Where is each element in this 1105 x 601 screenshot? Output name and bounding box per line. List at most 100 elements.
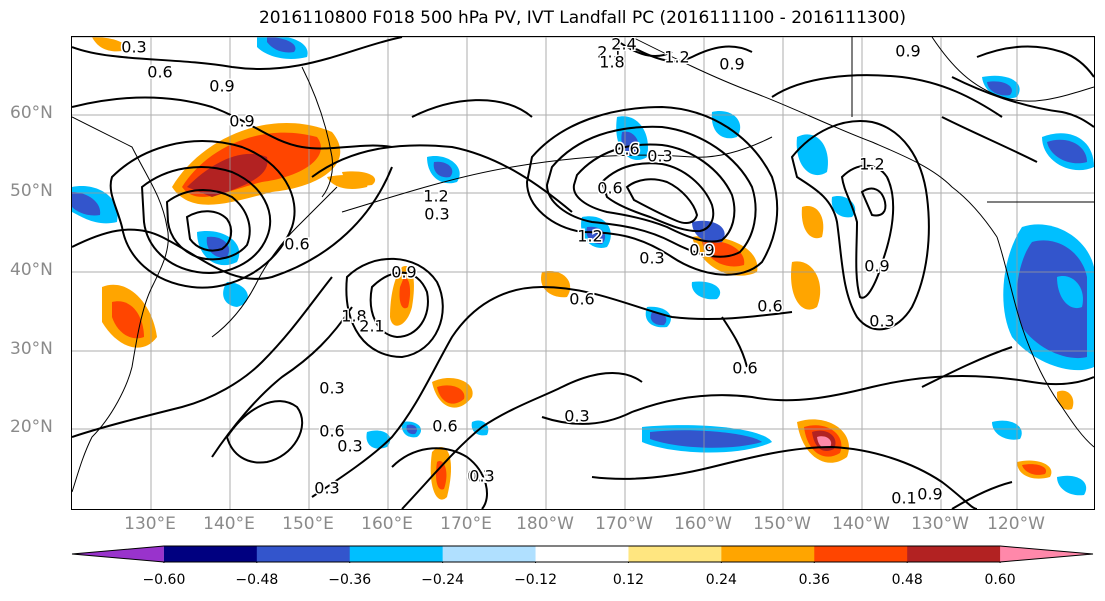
latitude-label: 40°N bbox=[10, 260, 53, 280]
longitude-label: 180°W bbox=[516, 514, 574, 534]
contour-line bbox=[545, 125, 757, 258]
contour-line bbox=[345, 257, 444, 359]
contour-line bbox=[225, 400, 304, 464]
contour-line bbox=[840, 164, 895, 299]
coastline-asia bbox=[72, 116, 169, 493]
contour-line bbox=[951, 481, 1013, 509]
fill-patch bbox=[992, 420, 1022, 440]
colorbar-segment bbox=[628, 546, 722, 562]
contour-label: 0.3 bbox=[469, 467, 494, 486]
colorbar-segment bbox=[349, 546, 444, 562]
coastline-kamchatka bbox=[301, 66, 333, 198]
contour-label: 0.6 bbox=[597, 179, 622, 198]
colorbar-segment bbox=[256, 546, 351, 562]
contour-line bbox=[976, 45, 1094, 78]
contour-line bbox=[185, 210, 233, 252]
contour-line bbox=[391, 447, 488, 509]
fill-patch bbox=[796, 134, 828, 176]
map-title: 2016110800 F018 500 hPa PV, IVT Landfall… bbox=[258, 8, 906, 28]
latitude-label: 50°N bbox=[10, 181, 53, 201]
map-panel: 0.3 0.6 0.9 0.9 2.1 2.4 1.8 1.2 0.9 0.9 0.6 0.3 0.3 0… bbox=[71, 36, 1095, 510]
contour-label: 0.3 bbox=[424, 205, 449, 224]
longitude-label: 130°E bbox=[124, 514, 176, 534]
contour-line bbox=[411, 99, 533, 118]
graticule-lines bbox=[72, 37, 1094, 509]
contour-label: 0.9 bbox=[895, 42, 920, 61]
contour-line bbox=[541, 375, 1094, 425]
fill-patch bbox=[621, 131, 640, 156]
contour-label: 0.6 bbox=[147, 63, 172, 82]
coastline-north-america bbox=[996, 236, 1094, 448]
contour-label: 0.3 bbox=[639, 249, 664, 268]
pv-contours bbox=[72, 37, 1094, 509]
fill-patch bbox=[112, 301, 144, 339]
longitude-label: 170°E bbox=[440, 514, 492, 534]
contour-line bbox=[401, 371, 643, 509]
contour-label: 2.1 bbox=[359, 317, 384, 336]
map-canvas: 0.30.60.90.92.12.41.8 1.2 0.90.90.6 0.30.30… bbox=[72, 37, 1094, 509]
fill-patch bbox=[437, 385, 465, 404]
contour-line bbox=[611, 37, 673, 57]
colorbar-segment bbox=[163, 546, 258, 562]
coastline-japan bbox=[211, 186, 338, 338]
contour-line bbox=[625, 178, 699, 224]
fill-patch bbox=[267, 37, 296, 53]
contour-label: 0.9 bbox=[719, 55, 744, 74]
latitude-label: 30°N bbox=[10, 339, 53, 359]
fill-patch bbox=[801, 206, 824, 239]
latitude-label: 20°N bbox=[10, 417, 53, 437]
colorbar-tick-label: −0.24 bbox=[421, 572, 465, 588]
fill-patch bbox=[72, 192, 101, 216]
colorbar-tick-label: 0.12 bbox=[612, 572, 645, 588]
contour-line bbox=[369, 271, 429, 339]
latitude-label: 60°N bbox=[10, 103, 53, 123]
contour-label: 1.2 bbox=[423, 187, 448, 206]
colorbar-tick-label: 0.36 bbox=[798, 572, 830, 588]
colorbar-tick-label: −0.12 bbox=[514, 572, 557, 588]
fill-patch bbox=[650, 430, 762, 448]
fill-patch bbox=[817, 436, 832, 448]
contour-label: 0.3 bbox=[647, 147, 672, 166]
colorbar-tick-label: 0.60 bbox=[984, 572, 1016, 588]
contour-label: 0.9 bbox=[209, 77, 234, 96]
contour-line bbox=[600, 162, 715, 233]
colorbar-tick-label: −0.60 bbox=[142, 572, 186, 588]
contour-line bbox=[140, 166, 272, 274]
contour-label: 1.8 bbox=[599, 53, 624, 72]
fill-patch bbox=[92, 37, 126, 52]
contour-label: 0.3 bbox=[467, 467, 492, 486]
contour-label: 0.3 bbox=[564, 407, 589, 426]
fill-patch bbox=[223, 282, 248, 307]
contour-label: 0.3 bbox=[314, 479, 339, 498]
contour-label: 0.9 bbox=[391, 263, 416, 282]
colorbar-tick-label: −0.36 bbox=[328, 572, 372, 588]
contour-line bbox=[790, 120, 930, 331]
colorbar-tick-label: 0.48 bbox=[891, 572, 923, 588]
fill-patch bbox=[1057, 475, 1087, 496]
contour-label: 0.9 bbox=[917, 485, 942, 504]
fill-patch bbox=[187, 153, 268, 197]
fill-patch bbox=[987, 81, 1012, 96]
contour-label: 0.6 bbox=[319, 422, 344, 441]
fill-patch bbox=[1047, 139, 1087, 164]
fill-patch bbox=[791, 261, 821, 310]
longitude-label: 160°W bbox=[674, 514, 732, 534]
fill-patch bbox=[366, 430, 391, 449]
colorbar-svg bbox=[71, 545, 1094, 565]
contour-label: 1.2 bbox=[664, 48, 689, 67]
colorbar-segment bbox=[907, 546, 1001, 562]
contour-line bbox=[72, 276, 333, 438]
fill-patch bbox=[399, 277, 411, 309]
colorbar-extend-high bbox=[1000, 546, 1093, 562]
contour-label: 0.6 bbox=[732, 359, 757, 378]
contour-label: 0.6 bbox=[284, 235, 309, 254]
contour-line bbox=[941, 116, 1038, 163]
contour-line bbox=[860, 187, 887, 217]
contour-line bbox=[771, 74, 1003, 118]
fill-patch bbox=[1016, 240, 1087, 359]
colorbar-tick-label: −0.48 bbox=[235, 572, 279, 588]
contour-label: 0.6 bbox=[757, 297, 782, 316]
fill-patch bbox=[1057, 276, 1083, 309]
contour-line bbox=[572, 143, 736, 243]
contour-line bbox=[921, 346, 1013, 388]
